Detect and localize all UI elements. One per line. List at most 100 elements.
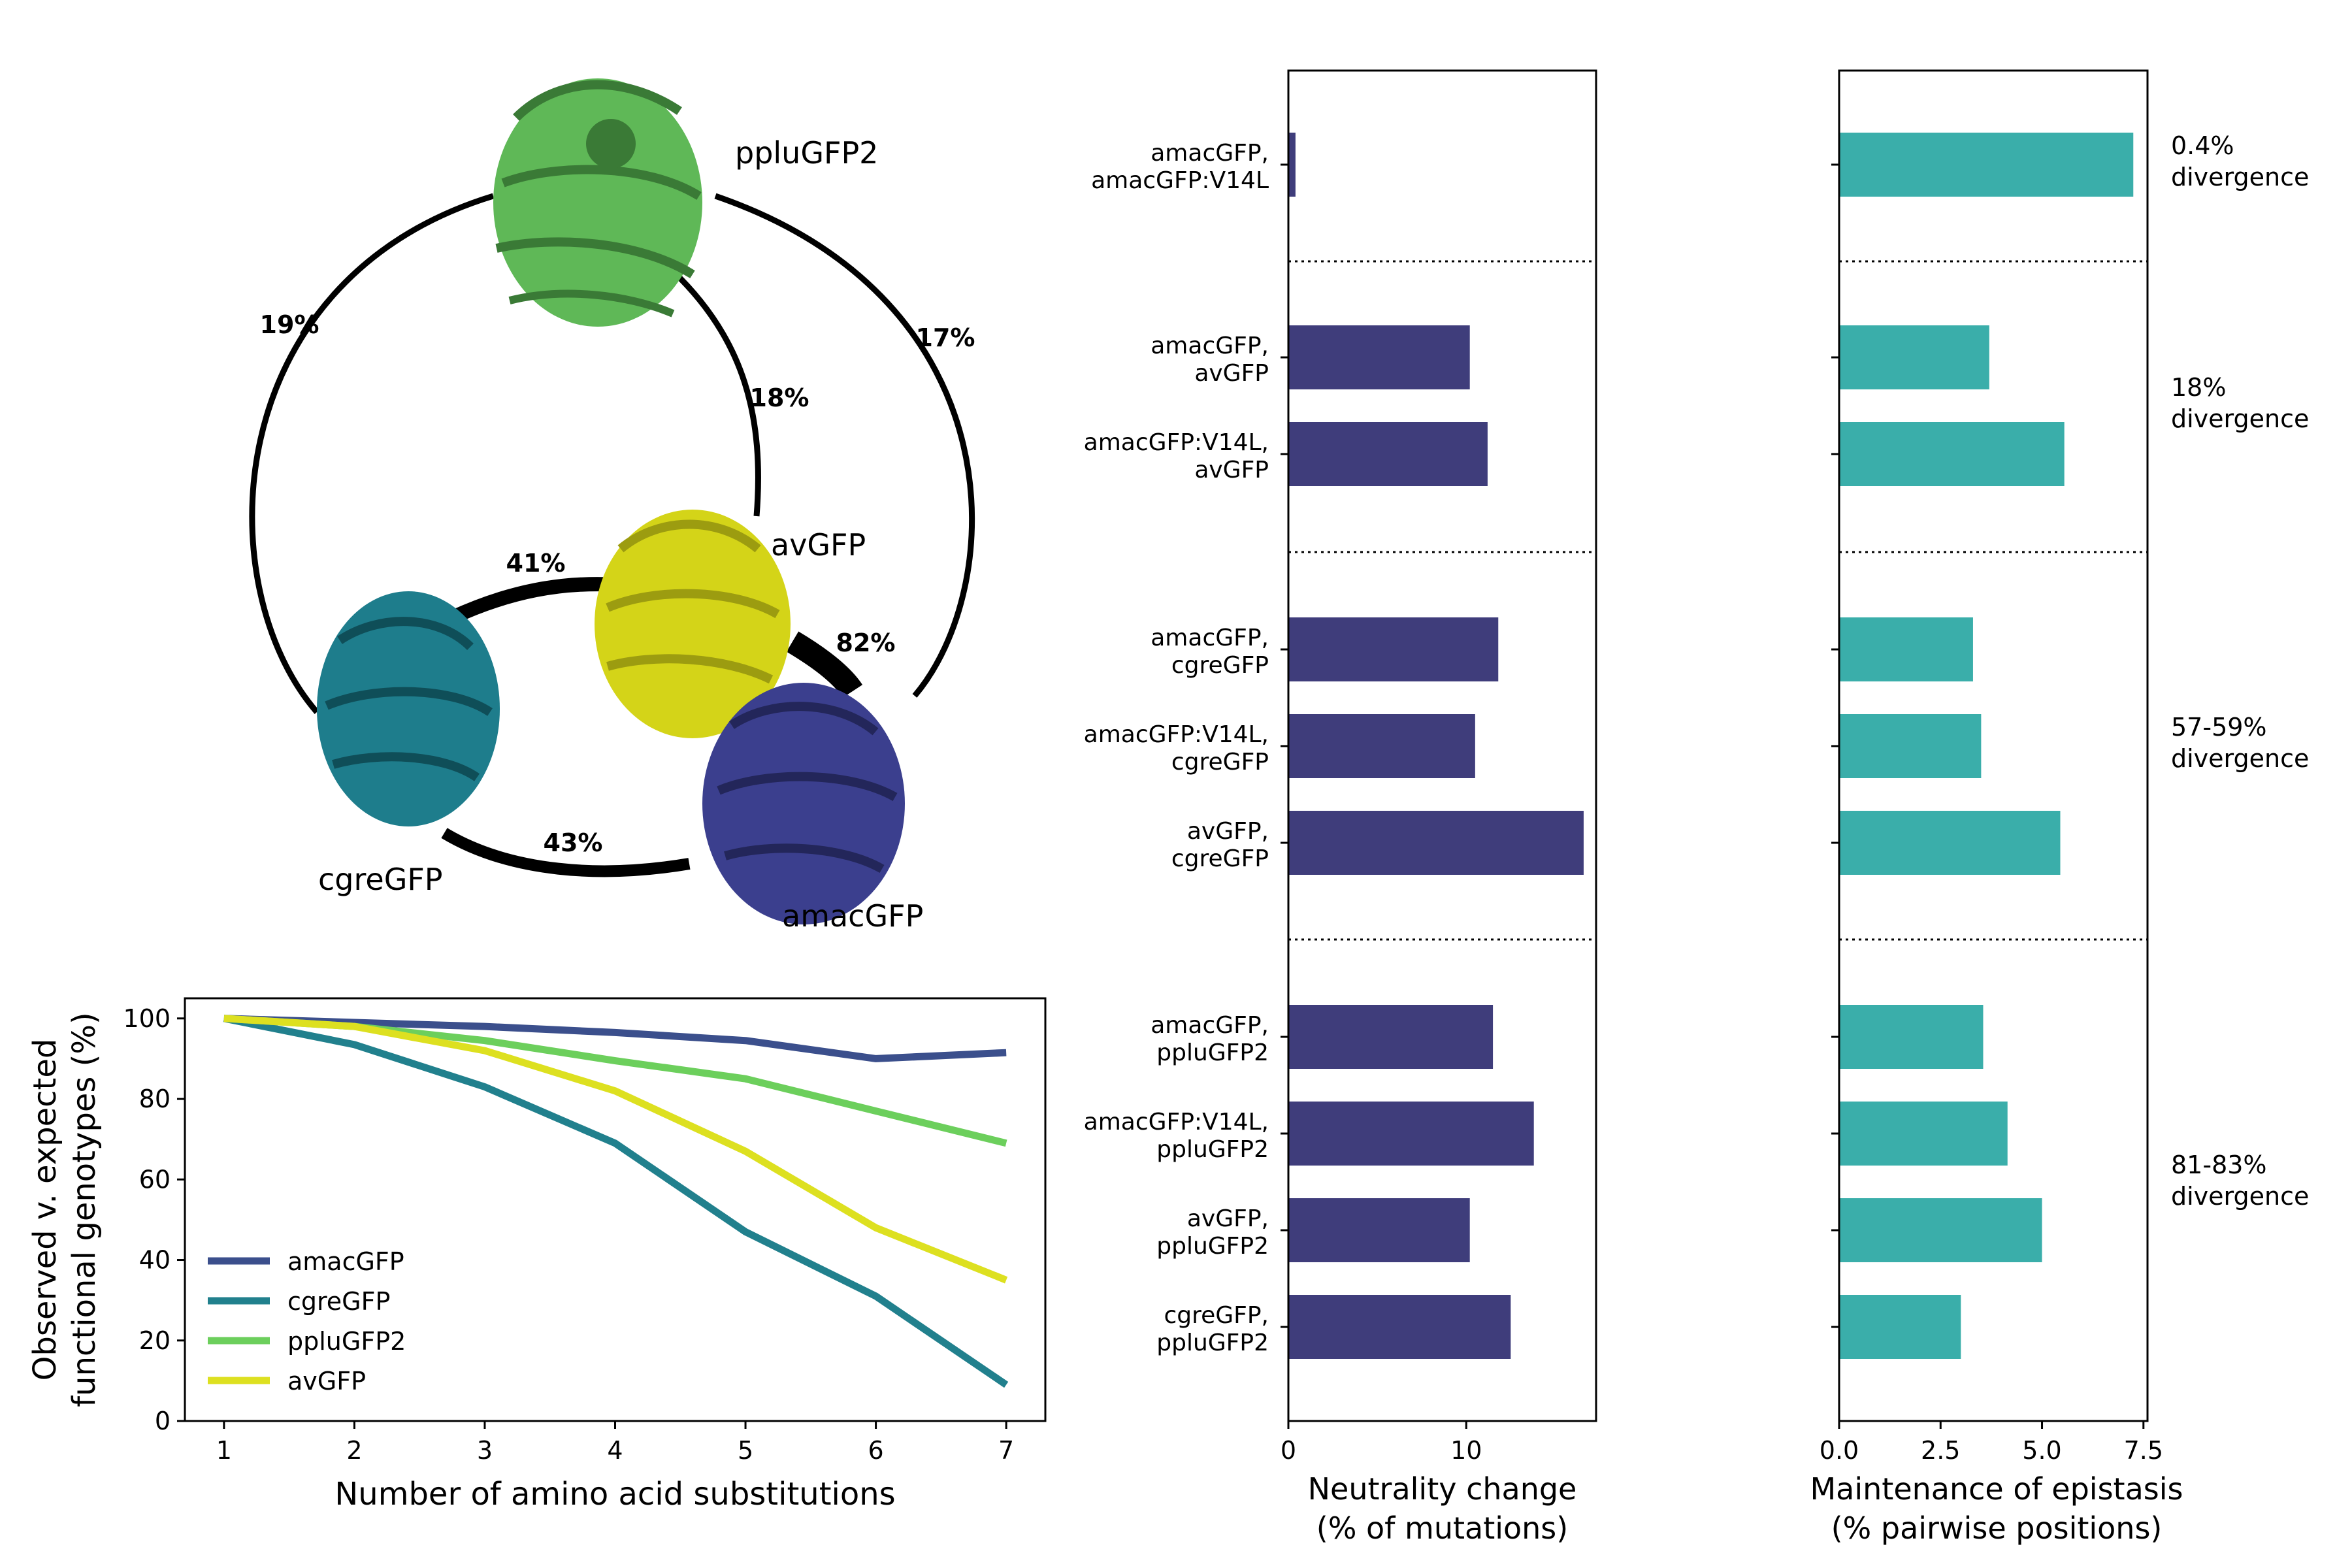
pair-label-line-1: amacGFP:V14L, [1084, 429, 1269, 456]
neutrality-bar [1288, 1198, 1470, 1262]
line-chart-y-label: Observed v. expected functional genotype… [27, 1012, 103, 1407]
pair-label-line-2: ppluGFP2 [1156, 1136, 1269, 1163]
neutrality-bar [1288, 714, 1475, 778]
pair-label-line-2: avGFP [1194, 457, 1269, 483]
neutrality-group-dividers [1288, 260, 1596, 941]
edge-ppluGFP2-cgreGFP [249, 193, 495, 714]
epistasis-bar [1839, 325, 1989, 389]
edge-cgreGFP-avGFP [449, 577, 618, 624]
epistasis-bar [1839, 714, 1982, 778]
epistasis-bar [1839, 1102, 2008, 1166]
legend-label-amacGFP: amacGFP [287, 1247, 404, 1276]
epistasis-bar [1839, 811, 2061, 875]
edge-label-41: 41% [506, 549, 566, 578]
epistasis-bar [1839, 617, 1973, 681]
neutrality-bar [1288, 1295, 1511, 1359]
neutrality-bar [1288, 422, 1488, 486]
amacGFP-structure-image [702, 683, 905, 924]
edge-ppluGFP2-amacGFP [714, 193, 975, 698]
series-line-amacGFP [223, 1015, 1007, 1062]
epistasis-y-ticks [1831, 163, 1839, 1328]
pair-label-line-2: ppluGFP2 [1156, 1039, 1269, 1066]
series-line-avGFP [223, 1015, 1008, 1284]
pair-label-line-2: cgreGFP [1171, 749, 1269, 776]
pair-label-line-2: ppluGFP2 [1156, 1330, 1269, 1356]
y-tick-label: 20 [139, 1326, 171, 1355]
y-tick-label: 60 [139, 1165, 171, 1194]
edge-label-43: 43% [544, 828, 603, 857]
pair-label-line-1: amacGFP:V14L, [1084, 1109, 1269, 1135]
divergence-label-line-1: 18% [2171, 373, 2226, 402]
neutrality-bar [1288, 811, 1584, 875]
series-line-ppluGFP2 [223, 1015, 1007, 1147]
neutrality-bar [1288, 133, 1296, 197]
series-line-cgreGFP [223, 1015, 1009, 1388]
epistasis-group-dividers [1839, 260, 2148, 941]
x-tick-label: 3 [477, 1436, 493, 1465]
epistasis-bar [1839, 133, 2134, 197]
x-tick-label: 7.5 [2124, 1436, 2163, 1465]
divergence-group-labels: 0.4%divergence18%divergence57-59%diverge… [2171, 131, 2309, 1211]
epistasis-bar [1839, 1198, 2042, 1262]
line-chart-series [223, 1015, 1009, 1388]
pair-label-line-1: amacGFP, [1151, 333, 1269, 359]
protein-label-amacGFP: amacGFP [782, 898, 923, 934]
pair-label-line-1: amacGFP:V14L, [1084, 721, 1269, 748]
avGFP-structure-image [595, 510, 791, 738]
protein-label-avGFP: avGFP [771, 527, 866, 563]
x-tick-label: 1 [216, 1436, 232, 1465]
epistasis-bar [1839, 422, 2065, 486]
divergence-label-line-1: 81-83% [2171, 1151, 2267, 1179]
pair-label-line-1: avGFP, [1187, 1205, 1269, 1232]
divergence-label-line-2: divergence [2171, 744, 2309, 773]
pair-label-line-2: cgreGFP [1171, 845, 1269, 872]
pair-label-line-2: ppluGFP2 [1156, 1233, 1269, 1260]
divergence-label-line-2: divergence [2171, 1182, 2309, 1211]
protein-label-cgreGFP: cgreGFP [318, 862, 443, 897]
pair-label-line-1: amacGFP, [1151, 625, 1269, 651]
edge-cgreGFP-amacGFP [441, 828, 691, 877]
cgreGFP-structure-image [317, 591, 500, 826]
edge-label-82: 82% [836, 629, 896, 657]
x-tick-label: 2 [346, 1436, 362, 1465]
legend-label-ppluGFP2: ppluGFP2 [287, 1327, 406, 1356]
x-tick-label: 0.0 [1820, 1436, 1859, 1465]
neutrality-bar [1288, 1102, 1534, 1166]
divergence-label-line-1: 57-59% [2171, 713, 2267, 742]
neutrality-bar-chart: 0 10 amacGFP,amacGFP:V14LamacGFP,avGFPama… [1084, 69, 1597, 1546]
line-chart-x-ticks: 1 2 3 4 5 6 7 [216, 1421, 1014, 1465]
x-tick-label: 6 [868, 1436, 883, 1465]
y-tick-label: 0 [155, 1407, 171, 1435]
y-tick-label: 100 [123, 1004, 171, 1033]
epistasis-bar [1839, 1005, 1984, 1069]
edge-ppluGFP2-avGFP [670, 269, 761, 517]
x-tick-label: 5 [738, 1436, 753, 1465]
x-tick-label: 2.5 [1921, 1436, 1960, 1465]
line-chart-x-label: Number of amino acid substitutions [335, 1476, 895, 1512]
pair-label-line-2: avGFP [1194, 360, 1269, 387]
line-chart-y-label-line-1: Observed v. expected [27, 1039, 63, 1381]
legend-label-cgreGFP: cgreGFP [287, 1287, 390, 1316]
neutrality-bar [1288, 617, 1499, 681]
epistasis-bar-chart: 0.0 2.5 5.0 7.5 0.4%divergence18%divergence… [1810, 69, 2309, 1546]
x-tick-label: 7 [998, 1436, 1014, 1465]
edge-avGFP-amacGFP [786, 631, 863, 698]
pair-label-line-2: cgreGFP [1171, 652, 1269, 679]
edge-label-18: 18% [750, 384, 809, 412]
neutrality-x-label: Neutrality change [1308, 1471, 1577, 1507]
edge-label-19: 19% [260, 310, 319, 339]
ppluGFP2-structure-image [493, 78, 702, 327]
line-chart-y-label-line-2: functional genotypes (%) [66, 1012, 103, 1407]
epistasis-bars [1839, 133, 2134, 1359]
line-chart: 1 2 3 4 5 6 7 0 20 40 60 80 100 Number of amino aci… [27, 997, 1047, 1512]
pair-category-labels: amacGFP,amacGFP:V14LamacGFP,avGFPamacGFP… [1084, 140, 1288, 1356]
legend-label-avGFP: avGFP [287, 1367, 366, 1396]
x-tick-label: 4 [607, 1436, 623, 1465]
neutrality-x-ticks: 0 10 [1281, 1421, 1482, 1465]
protein-label-ppluGFP2: ppluGFP2 [735, 135, 878, 171]
line-chart-y-ticks: 0 20 40 60 80 100 [123, 1004, 185, 1435]
line-chart-legend: amacGFP cgreGFP ppluGFP2 avGFP [208, 1247, 406, 1396]
x-tick-label: 5.0 [2022, 1436, 2061, 1465]
pair-label-line-1: amacGFP, [1151, 140, 1269, 167]
